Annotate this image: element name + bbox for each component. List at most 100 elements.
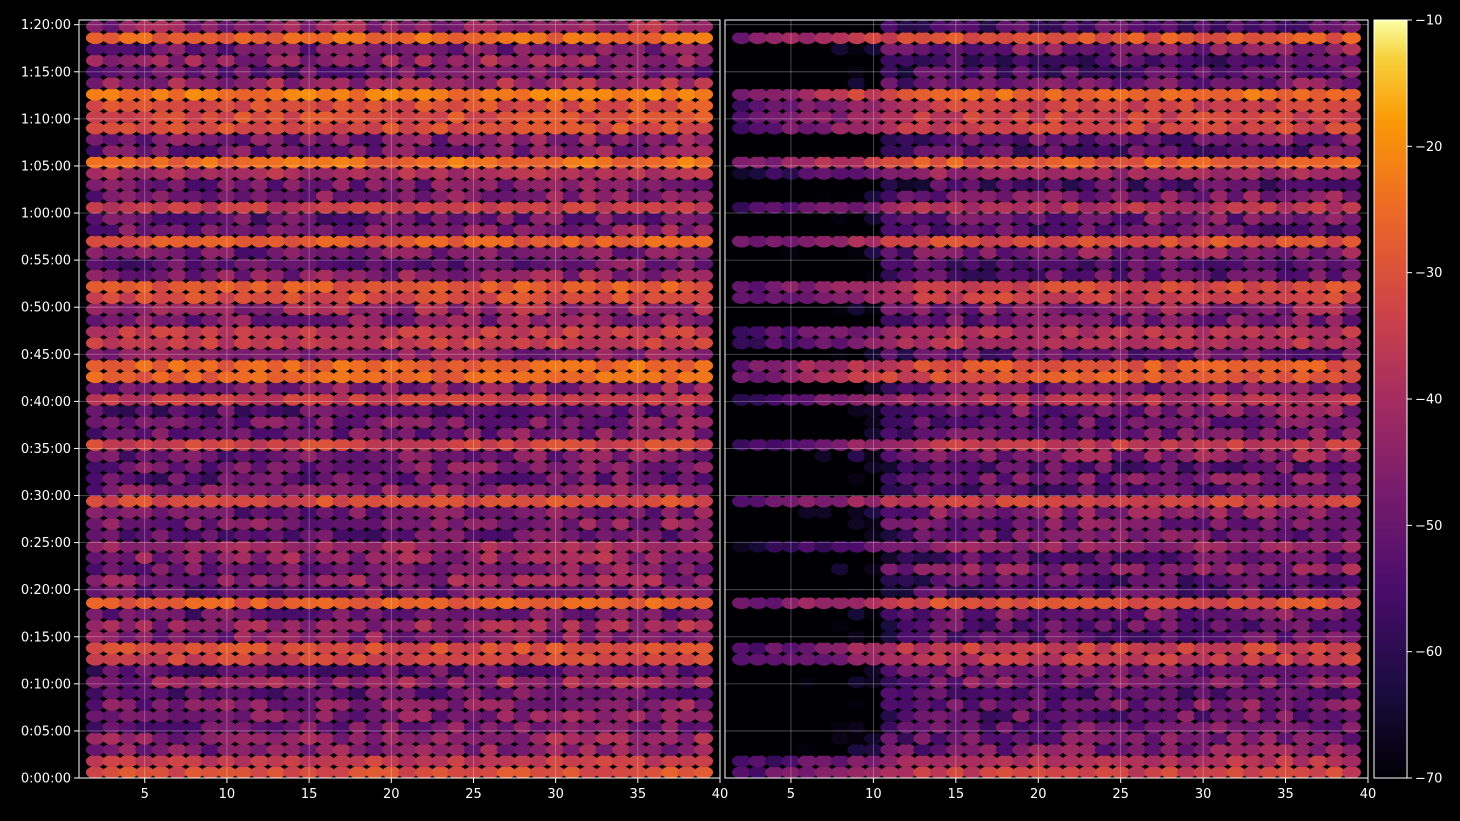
heatmap-cell (316, 76, 335, 90)
heatmap-cell (830, 619, 850, 632)
heatmap-cell (1127, 76, 1147, 90)
heatmap-cell (1144, 449, 1164, 463)
heatmap-cell (1144, 709, 1164, 723)
heatmap-cell (1309, 721, 1328, 734)
heatmap-cell (250, 472, 270, 485)
heatmap-cell (694, 540, 714, 553)
heatmap-cell (398, 721, 418, 734)
heatmap-cell (365, 291, 385, 304)
heatmap-cell (732, 144, 751, 158)
heatmap-cell (611, 472, 631, 485)
heatmap-cell (929, 495, 949, 508)
heatmap-cell (1325, 517, 1345, 530)
heatmap-cell (381, 43, 401, 56)
heatmap-cell (611, 88, 631, 101)
heatmap-cell (579, 156, 598, 169)
heatmap-cell (283, 336, 303, 350)
heatmap-cell (168, 664, 188, 677)
heatmap-cell (1210, 144, 1230, 158)
heatmap-cell (217, 31, 237, 45)
heatmap-cell (1259, 167, 1279, 180)
heatmap-cell (579, 133, 598, 146)
heatmap-cell (464, 540, 483, 553)
heatmap-cell (447, 167, 467, 180)
heatmap-cell (1325, 415, 1345, 429)
heatmap-cell (995, 630, 1015, 643)
heatmap-cell (611, 619, 631, 632)
heatmap-cell (929, 382, 949, 395)
heatmap-cell (1193, 415, 1213, 429)
heatmap-cell (431, 223, 451, 237)
heatmap-cell (316, 167, 335, 180)
heatmap-cell (1144, 110, 1164, 124)
heatmap-cell (1127, 133, 1147, 146)
heatmap-cell (348, 359, 368, 372)
heatmap-cell (529, 517, 549, 530)
heatmap-cell (184, 698, 204, 711)
heatmap-cell (962, 438, 982, 451)
heatmap-cell (797, 754, 817, 768)
heatmap-cell (513, 167, 533, 180)
heatmap-cell (979, 495, 999, 508)
heatmap-cell (529, 483, 549, 497)
heatmap-cell (168, 156, 188, 169)
heatmap-cell (1127, 517, 1147, 530)
heatmap-cell (1177, 721, 1197, 734)
heatmap-cell (480, 370, 500, 384)
heatmap-cell (381, 664, 401, 677)
heatmap-cell (863, 641, 883, 655)
heatmap-cell (694, 495, 714, 508)
heatmap-cell (365, 54, 385, 67)
heatmap-cell (201, 88, 220, 101)
heatmap-cell (1243, 404, 1263, 417)
heatmap-cell (1342, 506, 1361, 519)
heatmap-cell (398, 687, 418, 700)
heatmap-cell (348, 630, 368, 643)
heatmap-cell (447, 517, 467, 530)
heatmap-cell (480, 314, 500, 327)
heatmap-cell (1012, 743, 1032, 756)
heatmap-cell (781, 404, 801, 417)
heatmap-cell (979, 415, 999, 429)
heatmap-cell (595, 732, 615, 745)
heatmap-cell (661, 382, 681, 395)
heatmap-cell (748, 664, 768, 677)
heatmap-cell (546, 65, 566, 79)
heatmap-cell (496, 20, 516, 33)
heatmap-cell (896, 619, 916, 632)
heatmap-cell (863, 664, 883, 677)
heatmap-cell (513, 619, 533, 632)
heatmap-cell (464, 562, 483, 576)
heatmap-cell (765, 314, 784, 327)
heatmap-cell (677, 110, 697, 124)
heatmap-cell (1012, 766, 1032, 778)
heatmap-cell (748, 461, 768, 474)
heatmap-cell (913, 540, 933, 553)
heatmap-cell (283, 698, 303, 711)
heatmap-cell (644, 54, 664, 67)
heatmap-cell (464, 43, 483, 56)
heatmap-cell (562, 133, 582, 146)
heatmap-cell (677, 506, 697, 519)
heatmap-cell (151, 359, 171, 372)
heatmap-cell (348, 483, 368, 497)
heatmap-cell (529, 348, 549, 361)
heatmap-cell (1094, 754, 1114, 768)
heatmap-cell (611, 495, 631, 508)
heatmap-cell (661, 574, 681, 587)
heatmap-cell (398, 223, 418, 237)
heatmap-cell (661, 562, 681, 576)
heatmap-cell (1012, 99, 1032, 112)
heatmap-cell (217, 664, 237, 677)
heatmap-cell (1193, 54, 1213, 67)
heatmap-cell (995, 314, 1015, 327)
heatmap-cell (85, 540, 105, 553)
heatmap-cell (398, 517, 418, 530)
heatmap-cell (513, 461, 533, 474)
heatmap-cell (595, 438, 615, 451)
heatmap-cell (496, 562, 516, 576)
heatmap-cell (1210, 687, 1230, 700)
heatmap-cell (381, 280, 401, 293)
heatmap-cell (1210, 472, 1230, 485)
heatmap-cell (348, 291, 368, 304)
